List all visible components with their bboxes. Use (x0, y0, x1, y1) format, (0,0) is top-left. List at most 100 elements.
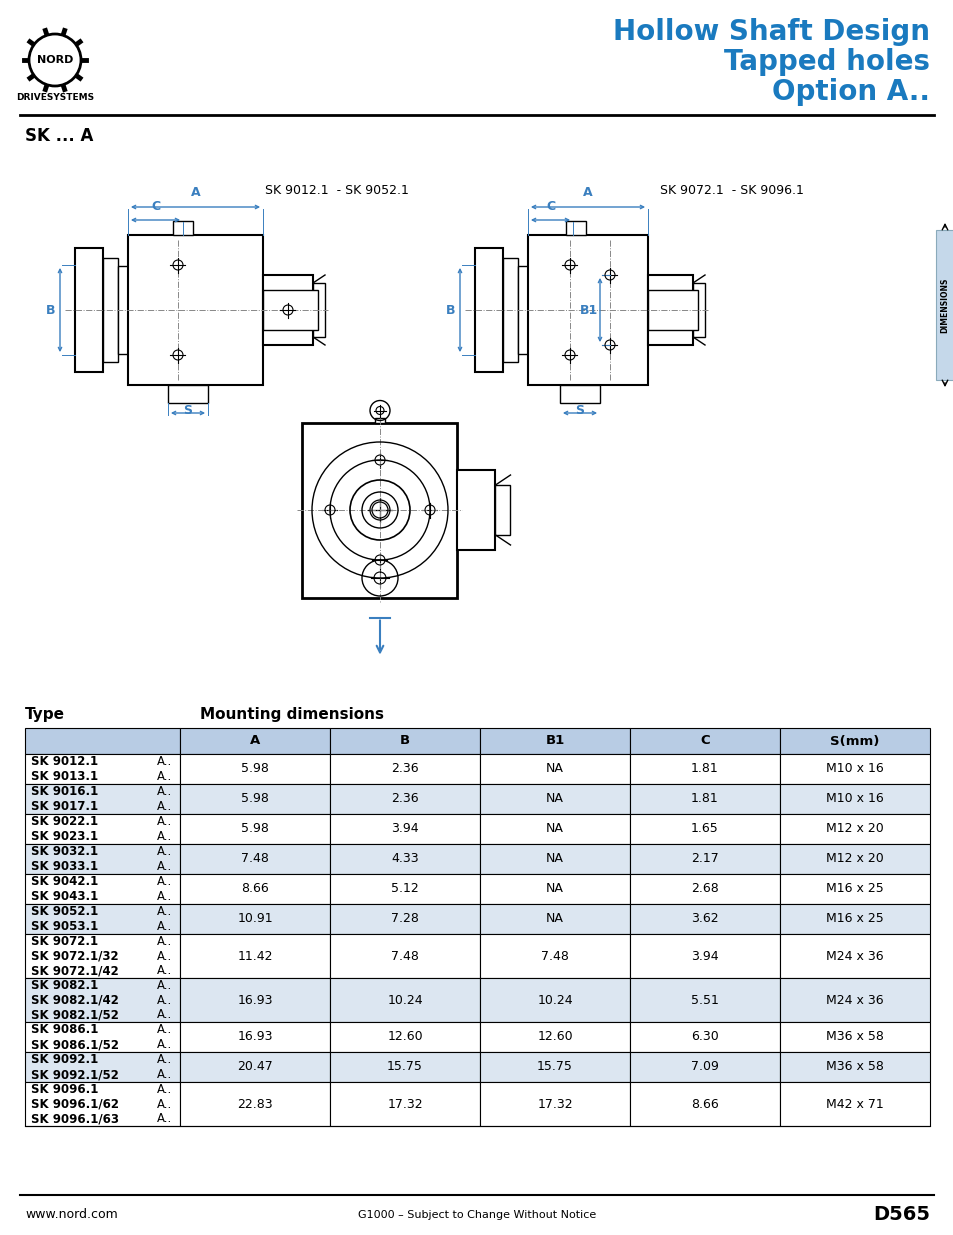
Text: SK 9072.1/32: SK 9072.1/32 (30, 950, 118, 962)
Circle shape (29, 35, 81, 86)
Text: SK 9012.1: SK 9012.1 (30, 755, 98, 768)
Text: 10.24: 10.24 (387, 993, 422, 1007)
Text: M16 x 25: M16 x 25 (825, 913, 882, 925)
Text: SK 9082.1/42: SK 9082.1/42 (30, 993, 119, 1007)
Text: M12 x 20: M12 x 20 (825, 823, 882, 836)
Text: M36 x 58: M36 x 58 (825, 1061, 883, 1073)
Bar (263, 275, 313, 345)
Text: A..: A.. (156, 845, 172, 858)
Text: 20.47: 20.47 (237, 1061, 273, 1073)
Bar (692, 283, 704, 337)
Bar (479, 978, 629, 1023)
Bar (495, 485, 510, 535)
Text: A..: A.. (156, 1008, 172, 1021)
Text: NA: NA (545, 913, 563, 925)
Text: 1.81: 1.81 (690, 793, 719, 805)
Text: 11.42: 11.42 (237, 950, 273, 962)
Bar (25, 1052, 180, 1082)
Text: A..: A.. (156, 920, 172, 932)
Bar (180, 1052, 330, 1082)
Text: C: C (700, 735, 709, 747)
Bar (118, 266, 128, 354)
Text: 6.30: 6.30 (690, 1030, 719, 1044)
Bar (629, 1082, 780, 1126)
Text: A..: A.. (156, 1053, 172, 1066)
Text: Option A..: Option A.. (771, 78, 929, 106)
Text: D565: D565 (872, 1205, 929, 1224)
Text: SK 9012.1  - SK 9052.1: SK 9012.1 - SK 9052.1 (265, 184, 409, 196)
Text: SK 9033.1: SK 9033.1 (30, 860, 98, 873)
Text: A..: A.. (156, 1113, 172, 1125)
Bar (375, 417, 385, 422)
Text: 22.83: 22.83 (237, 1098, 273, 1110)
Bar (330, 934, 479, 978)
Bar (647, 275, 692, 345)
Text: SK 9042.1: SK 9042.1 (30, 876, 98, 888)
Text: SK 9096.1/63: SK 9096.1/63 (30, 1113, 119, 1125)
Bar (780, 978, 929, 1023)
Bar (527, 235, 647, 385)
Text: NA: NA (545, 823, 563, 836)
Text: DIMENSIONS: DIMENSIONS (940, 278, 948, 332)
Text: 8.66: 8.66 (241, 883, 269, 895)
Text: SK 9082.1: SK 9082.1 (30, 979, 98, 992)
Text: A..: A.. (156, 769, 172, 783)
Text: C: C (151, 200, 160, 212)
Text: Type: Type (25, 706, 65, 721)
Text: A..: A.. (156, 1068, 172, 1081)
Bar (629, 844, 780, 874)
Bar (330, 978, 479, 1023)
Text: B: B (399, 735, 410, 747)
Text: A..: A.. (156, 755, 172, 768)
Text: A: A (250, 735, 260, 747)
Bar (180, 978, 330, 1023)
Text: 7.48: 7.48 (391, 950, 418, 962)
Bar (479, 727, 629, 755)
Bar (479, 934, 629, 978)
Text: SK 9017.1: SK 9017.1 (30, 800, 98, 813)
Bar (180, 784, 330, 814)
Bar (502, 258, 517, 362)
Text: A..: A.. (156, 993, 172, 1007)
Text: NA: NA (545, 793, 563, 805)
Bar (330, 784, 479, 814)
Bar (330, 755, 479, 784)
Text: 10.91: 10.91 (237, 913, 273, 925)
Bar (780, 784, 929, 814)
Text: A..: A.. (156, 785, 172, 798)
Bar (25, 934, 180, 978)
Text: 5.98: 5.98 (241, 793, 269, 805)
Bar (180, 1082, 330, 1126)
Bar (479, 1023, 629, 1052)
Text: 10.24: 10.24 (537, 993, 572, 1007)
Bar (780, 1082, 929, 1126)
Bar (479, 904, 629, 934)
Bar (780, 904, 929, 934)
Text: A..: A.. (156, 950, 172, 962)
Bar (629, 934, 780, 978)
Text: B: B (445, 304, 455, 316)
Text: A: A (191, 186, 200, 199)
Text: SK 9082.1/52: SK 9082.1/52 (30, 1008, 119, 1021)
Text: SK 9096.1: SK 9096.1 (30, 1083, 98, 1095)
Text: SK 9086.1: SK 9086.1 (30, 1023, 98, 1036)
Text: A..: A.. (156, 876, 172, 888)
Text: SK 9096.1/62: SK 9096.1/62 (30, 1098, 119, 1110)
Bar (180, 814, 330, 844)
Text: SK ... A: SK ... A (25, 127, 93, 144)
Bar (330, 814, 479, 844)
Text: 12.60: 12.60 (537, 1030, 572, 1044)
Text: 15.75: 15.75 (387, 1061, 422, 1073)
Text: M10 x 16: M10 x 16 (825, 793, 882, 805)
Bar (180, 727, 330, 755)
Bar (780, 874, 929, 904)
Bar (180, 874, 330, 904)
Bar (330, 727, 479, 755)
Text: SK 9016.1: SK 9016.1 (30, 785, 98, 798)
Bar (780, 934, 929, 978)
Bar (302, 422, 457, 598)
Bar (629, 784, 780, 814)
Text: 1.65: 1.65 (690, 823, 719, 836)
Text: A..: A.. (156, 890, 172, 903)
Bar (479, 844, 629, 874)
